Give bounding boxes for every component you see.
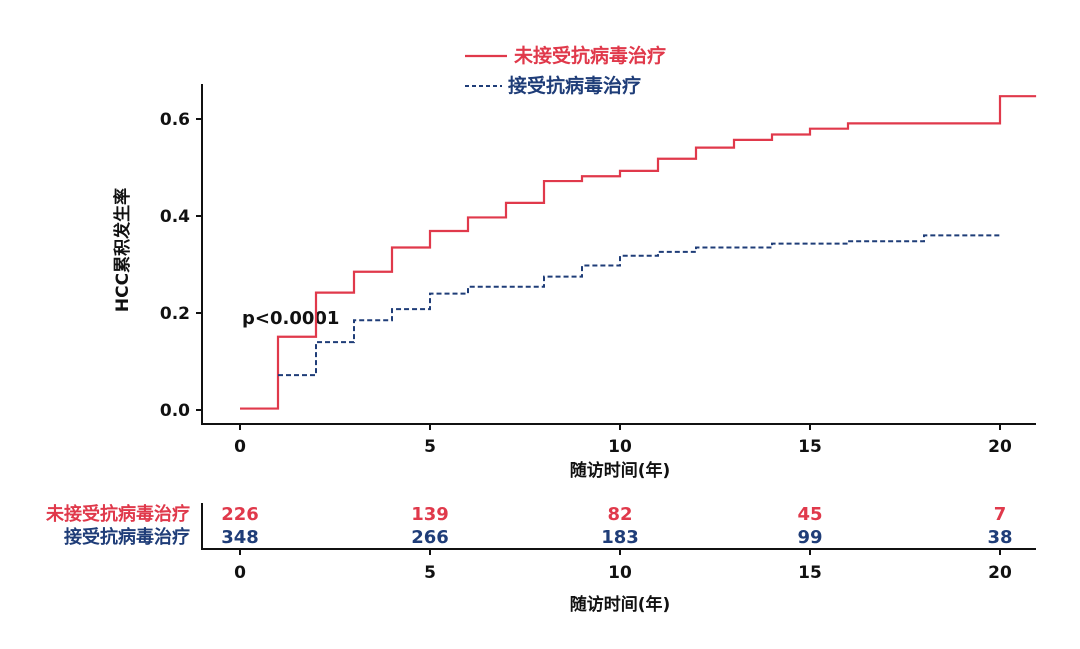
legend-label-treated: 接受抗病毒治疗 [508,74,641,97]
risk-x-tick-label: 0 [234,563,246,583]
risk-x-tick-label: 5 [424,563,436,583]
x-axis-label: 随访时间(年) [570,460,671,481]
x-tick-label: 10 [608,437,632,457]
risk-count: 45 [797,504,822,525]
risk-table-x-label: 随访时间(年) [570,594,671,615]
risk-row-label: 接受抗病毒治疗 [64,526,190,548]
risk-x-tick-label: 10 [608,563,632,583]
risk-table: 随访时间(年) 未接受抗病毒治疗 226 139 82 45 7 接受抗病毒治疗 348 266… [46,503,1036,615]
risk-count: 183 [601,527,639,548]
y-tick-label: 0.4 [160,207,190,227]
risk-count: 7 [994,504,1007,525]
risk-count: 266 [411,527,449,548]
main-axes [201,84,1036,425]
y-tick-label: 0.0 [160,401,190,421]
y-tick-label: 0.2 [160,304,190,324]
legend-label-untreated: 未接受抗病毒治疗 [513,44,666,67]
x-tick-label: 15 [798,437,822,457]
risk-count: 226 [221,504,259,525]
risk-count: 99 [797,527,822,548]
risk-x-tick-label: 20 [988,563,1012,583]
risk-count: 139 [411,504,449,525]
x-tick-label: 0 [234,437,246,457]
risk-row-label: 未接受抗病毒治疗 [46,503,190,525]
y-axis-label: HCC累积发生率 [112,188,133,312]
series-line-treated [278,234,1000,377]
risk-count: 38 [987,527,1012,548]
y-tick-label: 0.6 [160,110,190,130]
x-tick-label: 20 [988,437,1012,457]
p-value-annotation: p<0.0001 [242,308,339,329]
series-line-untreated [240,95,1037,410]
legend: 未接受抗病毒治疗 接受抗病毒治疗 [465,44,666,97]
risk-count: 348 [221,527,259,548]
risk-x-tick-label: 15 [798,563,822,583]
x-tick-label: 5 [424,437,436,457]
risk-count: 82 [607,504,632,525]
